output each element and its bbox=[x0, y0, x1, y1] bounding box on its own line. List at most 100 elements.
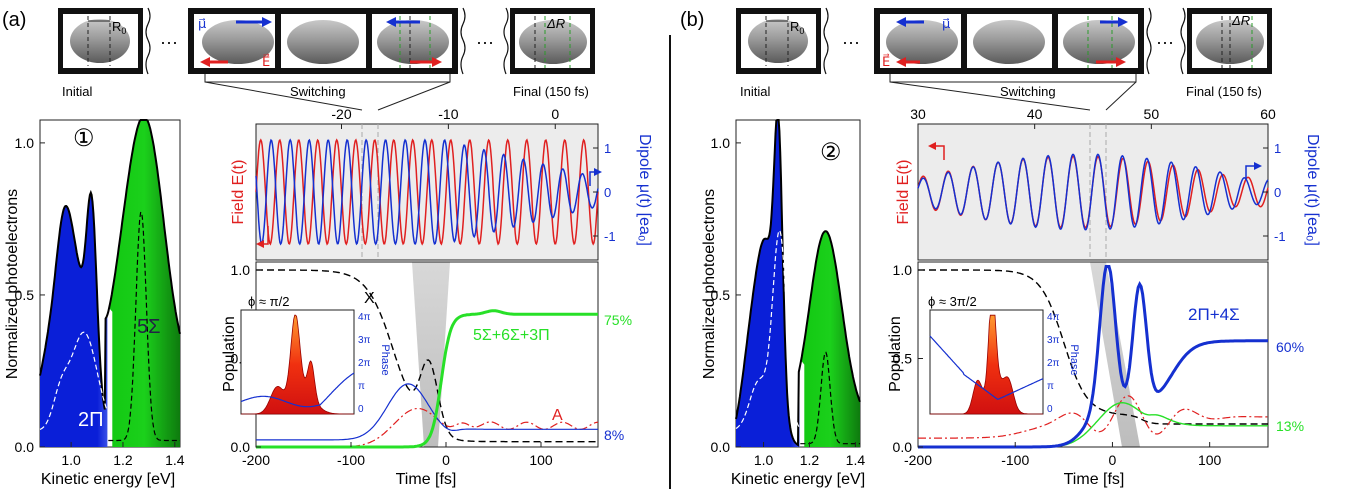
r0-label: R0 bbox=[112, 19, 126, 36]
spectrum-xticks-b: 1.0 1.2 1.4 bbox=[754, 452, 866, 468]
xtick-label: -100 bbox=[1001, 452, 1029, 468]
label-final: Final (150 fs) bbox=[513, 84, 589, 99]
label-main-a: 5Σ+6Σ+3Π bbox=[473, 327, 550, 344]
top-tick-label: -10 bbox=[438, 106, 458, 122]
spectrum-xlabel: Kinetic energy [eV] bbox=[41, 471, 175, 488]
film-strip-a: R0 ··· μ⃗ E⃗ bbox=[58, 7, 595, 111]
spectrum-ylabel: Normalized photoelectrons bbox=[4, 189, 21, 379]
top-tick-label: 0 bbox=[551, 106, 559, 122]
dr-label-b: ΔR bbox=[1231, 13, 1250, 28]
marker-1: ① bbox=[73, 125, 95, 152]
xtick-label: 1.4 bbox=[846, 452, 866, 468]
pct-green-b: 13% bbox=[1276, 418, 1304, 434]
xtick-label: -100 bbox=[337, 452, 365, 468]
xtick-label: -200 bbox=[904, 452, 932, 468]
ellipsis-left-b: ··· bbox=[842, 32, 860, 52]
inset-phi-a: ϕ ≈ π/2 bbox=[248, 294, 289, 309]
ellipsis-left: ··· bbox=[160, 32, 178, 52]
field-top-ticks-b: 30 40 50 60 bbox=[910, 106, 1276, 129]
inset-phase-label-b: Phase bbox=[1068, 344, 1080, 375]
ytick-label: 1.0 bbox=[231, 262, 251, 278]
marker-2: ② bbox=[820, 139, 842, 166]
r0-label-b: R0 bbox=[790, 19, 804, 36]
ytick-label: 1.0 bbox=[711, 135, 731, 151]
xtick-label: 1.0 bbox=[61, 452, 81, 468]
right-tick-label: -1 bbox=[604, 229, 616, 244]
inset-tick-label: 4π bbox=[1047, 312, 1060, 323]
right-tick-label: 0 bbox=[1274, 185, 1281, 200]
ellipsis-right: ··· bbox=[476, 32, 494, 52]
xtick-label: 100 bbox=[1198, 452, 1222, 468]
dipole-ylabel: Dipole μ(t) [ea₀] bbox=[636, 134, 653, 246]
inset-tick-label: 0 bbox=[1047, 404, 1053, 415]
xtick-label: 0 bbox=[442, 452, 450, 468]
pct-blue-a: 8% bbox=[604, 427, 624, 443]
field-curve bbox=[255, 138, 599, 246]
curve-x-b bbox=[918, 269, 1268, 425]
spectrum-yticks: 0.0 0.5 1.0 bbox=[15, 135, 176, 455]
frame-initial: R0 bbox=[58, 8, 143, 74]
film-strip-b: R0 ··· μ⃗ E⃗ bbox=[736, 7, 1272, 111]
curve-5sigma bbox=[256, 309, 598, 449]
panel-b-label: (b) bbox=[680, 9, 704, 31]
ellipsis-right-b: ··· bbox=[1156, 32, 1174, 52]
label-initial-b: Initial bbox=[740, 84, 770, 99]
spectrum-yticks-b: 0.0 0.5 1.0 bbox=[711, 135, 856, 455]
panel-a: (a) R0 ··· bbox=[2, 7, 653, 488]
inset-phi-b: ϕ ≈ 3π/2 bbox=[928, 294, 977, 309]
population-xlabel: Time [fs] bbox=[396, 471, 457, 488]
ytick-label: 0.0 bbox=[893, 439, 913, 455]
field-right-ticks: 1 0 -1 bbox=[593, 141, 616, 244]
inset-spectrum bbox=[241, 314, 354, 415]
xtick-label: 1.2 bbox=[113, 452, 133, 468]
xtick-label: -200 bbox=[242, 452, 270, 468]
population-yticks-b: 0.0 0.5 1.0 bbox=[893, 262, 923, 455]
top-tick-label: 30 bbox=[910, 106, 926, 122]
label-a: A bbox=[552, 407, 563, 424]
inset-tick-label: 4π bbox=[358, 312, 371, 323]
ytick-label: 0.5 bbox=[711, 287, 731, 303]
inset-phase-label: Phase bbox=[379, 344, 391, 375]
panel-a-label: (a) bbox=[2, 9, 26, 31]
population-chart-b: 2Π+4Σ 60% 13% Population Time [fs] 0.00.… bbox=[887, 261, 1304, 488]
inset-phase-ticks: 4π 3π 2π π 0 bbox=[358, 312, 371, 415]
pct-green-a: 75% bbox=[604, 312, 632, 328]
switch-fan-a bbox=[412, 262, 450, 447]
curve-x bbox=[256, 269, 598, 443]
inset-phase-curve bbox=[240, 372, 355, 408]
label-initial: Initial bbox=[62, 84, 92, 99]
band-blue-b bbox=[736, 120, 800, 447]
spectrum-curve bbox=[39, 119, 181, 410]
inset-tick-label: π bbox=[1047, 381, 1054, 392]
inset-tick-label: 2π bbox=[358, 358, 371, 369]
inset-phase-ticks-b: 4π 3π 2π π 0 bbox=[1047, 312, 1060, 415]
e-label: E⃗ bbox=[262, 54, 270, 69]
dipole-curve bbox=[255, 138, 599, 246]
spectrum-curve-b bbox=[735, 119, 861, 447]
population-ylabel: Population bbox=[221, 316, 238, 392]
frame-initial-b: R0 bbox=[736, 8, 821, 74]
population-chart-a: X A 5Σ+6Σ+3Π 75% 8% Population Time [fs]… bbox=[221, 261, 632, 488]
band-5sigma bbox=[109, 120, 180, 447]
field-right-ticks-b: 1 0 -1 bbox=[1263, 141, 1286, 244]
frame-final-b: ΔR bbox=[1180, 7, 1272, 75]
curve-2pi-4sigma bbox=[918, 265, 1268, 449]
ytick-label: 1.0 bbox=[15, 135, 35, 151]
panel-b: (b) R0 ··· bbox=[680, 7, 1321, 488]
label-final-b: Final (150 fs) bbox=[1186, 84, 1262, 99]
frame-final: ΔR bbox=[503, 7, 595, 75]
right-tick-label: -1 bbox=[1274, 229, 1286, 244]
spectrum-xlabel-b: Kinetic energy [eV] bbox=[731, 471, 865, 488]
mu-label-b: μ⃗ bbox=[942, 16, 950, 31]
inset-spectrum-b bbox=[930, 314, 1043, 415]
frames-switching: μ⃗ E⃗ bbox=[188, 8, 458, 74]
inset-tick-label: 3π bbox=[1047, 335, 1060, 346]
field-dipole-chart-b: 30 40 50 60 1 0 -1 Field E(t) Dipole μ(t) [ea… bbox=[895, 106, 1321, 261]
field-dipole-chart-a: -20 -10 0 1 0 -1 Field E(t) Dipole μ(t) [ea₀… bbox=[230, 106, 653, 261]
ytick-label: 1.0 bbox=[893, 262, 913, 278]
spectrum-xticks: 1.0 1.2 1.4 bbox=[61, 452, 184, 468]
inset-tick-label: 3π bbox=[358, 335, 371, 346]
right-tick-label: 0 bbox=[604, 185, 611, 200]
top-tick-label: -20 bbox=[331, 106, 351, 122]
curve-a-b bbox=[918, 395, 1268, 439]
